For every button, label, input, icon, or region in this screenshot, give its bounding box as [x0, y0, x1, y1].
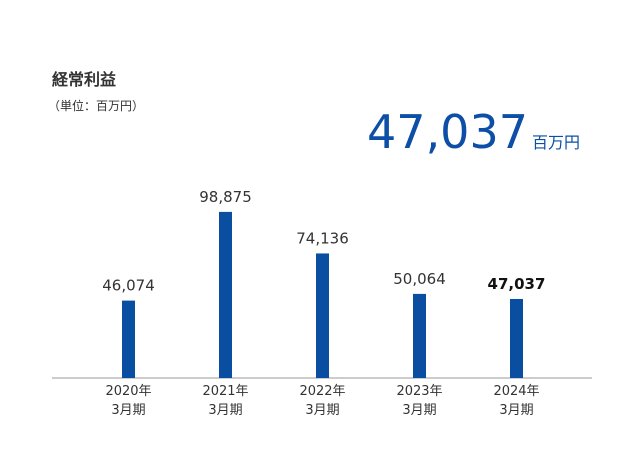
- value-label: 50,064: [393, 270, 446, 288]
- value-label: 74,136: [296, 229, 349, 247]
- bar: [122, 300, 135, 378]
- bar: [413, 293, 426, 378]
- x-tick-label: 2021年 3月期: [202, 384, 249, 418]
- value-label: 47,037: [488, 275, 546, 293]
- value-label: 98,875: [199, 188, 252, 206]
- bar: [316, 253, 329, 378]
- x-tick-label: 2023年 3月期: [396, 384, 443, 418]
- highlight-unit: 百万円: [532, 133, 580, 152]
- bar: [219, 211, 232, 378]
- chart-title: 経常利益: [52, 70, 116, 89]
- highlight-value: 47,037: [367, 105, 528, 159]
- x-tick-label: 2024年 3月期: [493, 384, 540, 418]
- x-tick-label: 2022年 3月期: [299, 384, 346, 418]
- x-tick-label: 2020年 3月期: [105, 384, 152, 418]
- value-label: 46,074: [102, 277, 155, 295]
- chart-subtitle: （単位：百万円）: [48, 98, 144, 113]
- bar: [510, 298, 523, 378]
